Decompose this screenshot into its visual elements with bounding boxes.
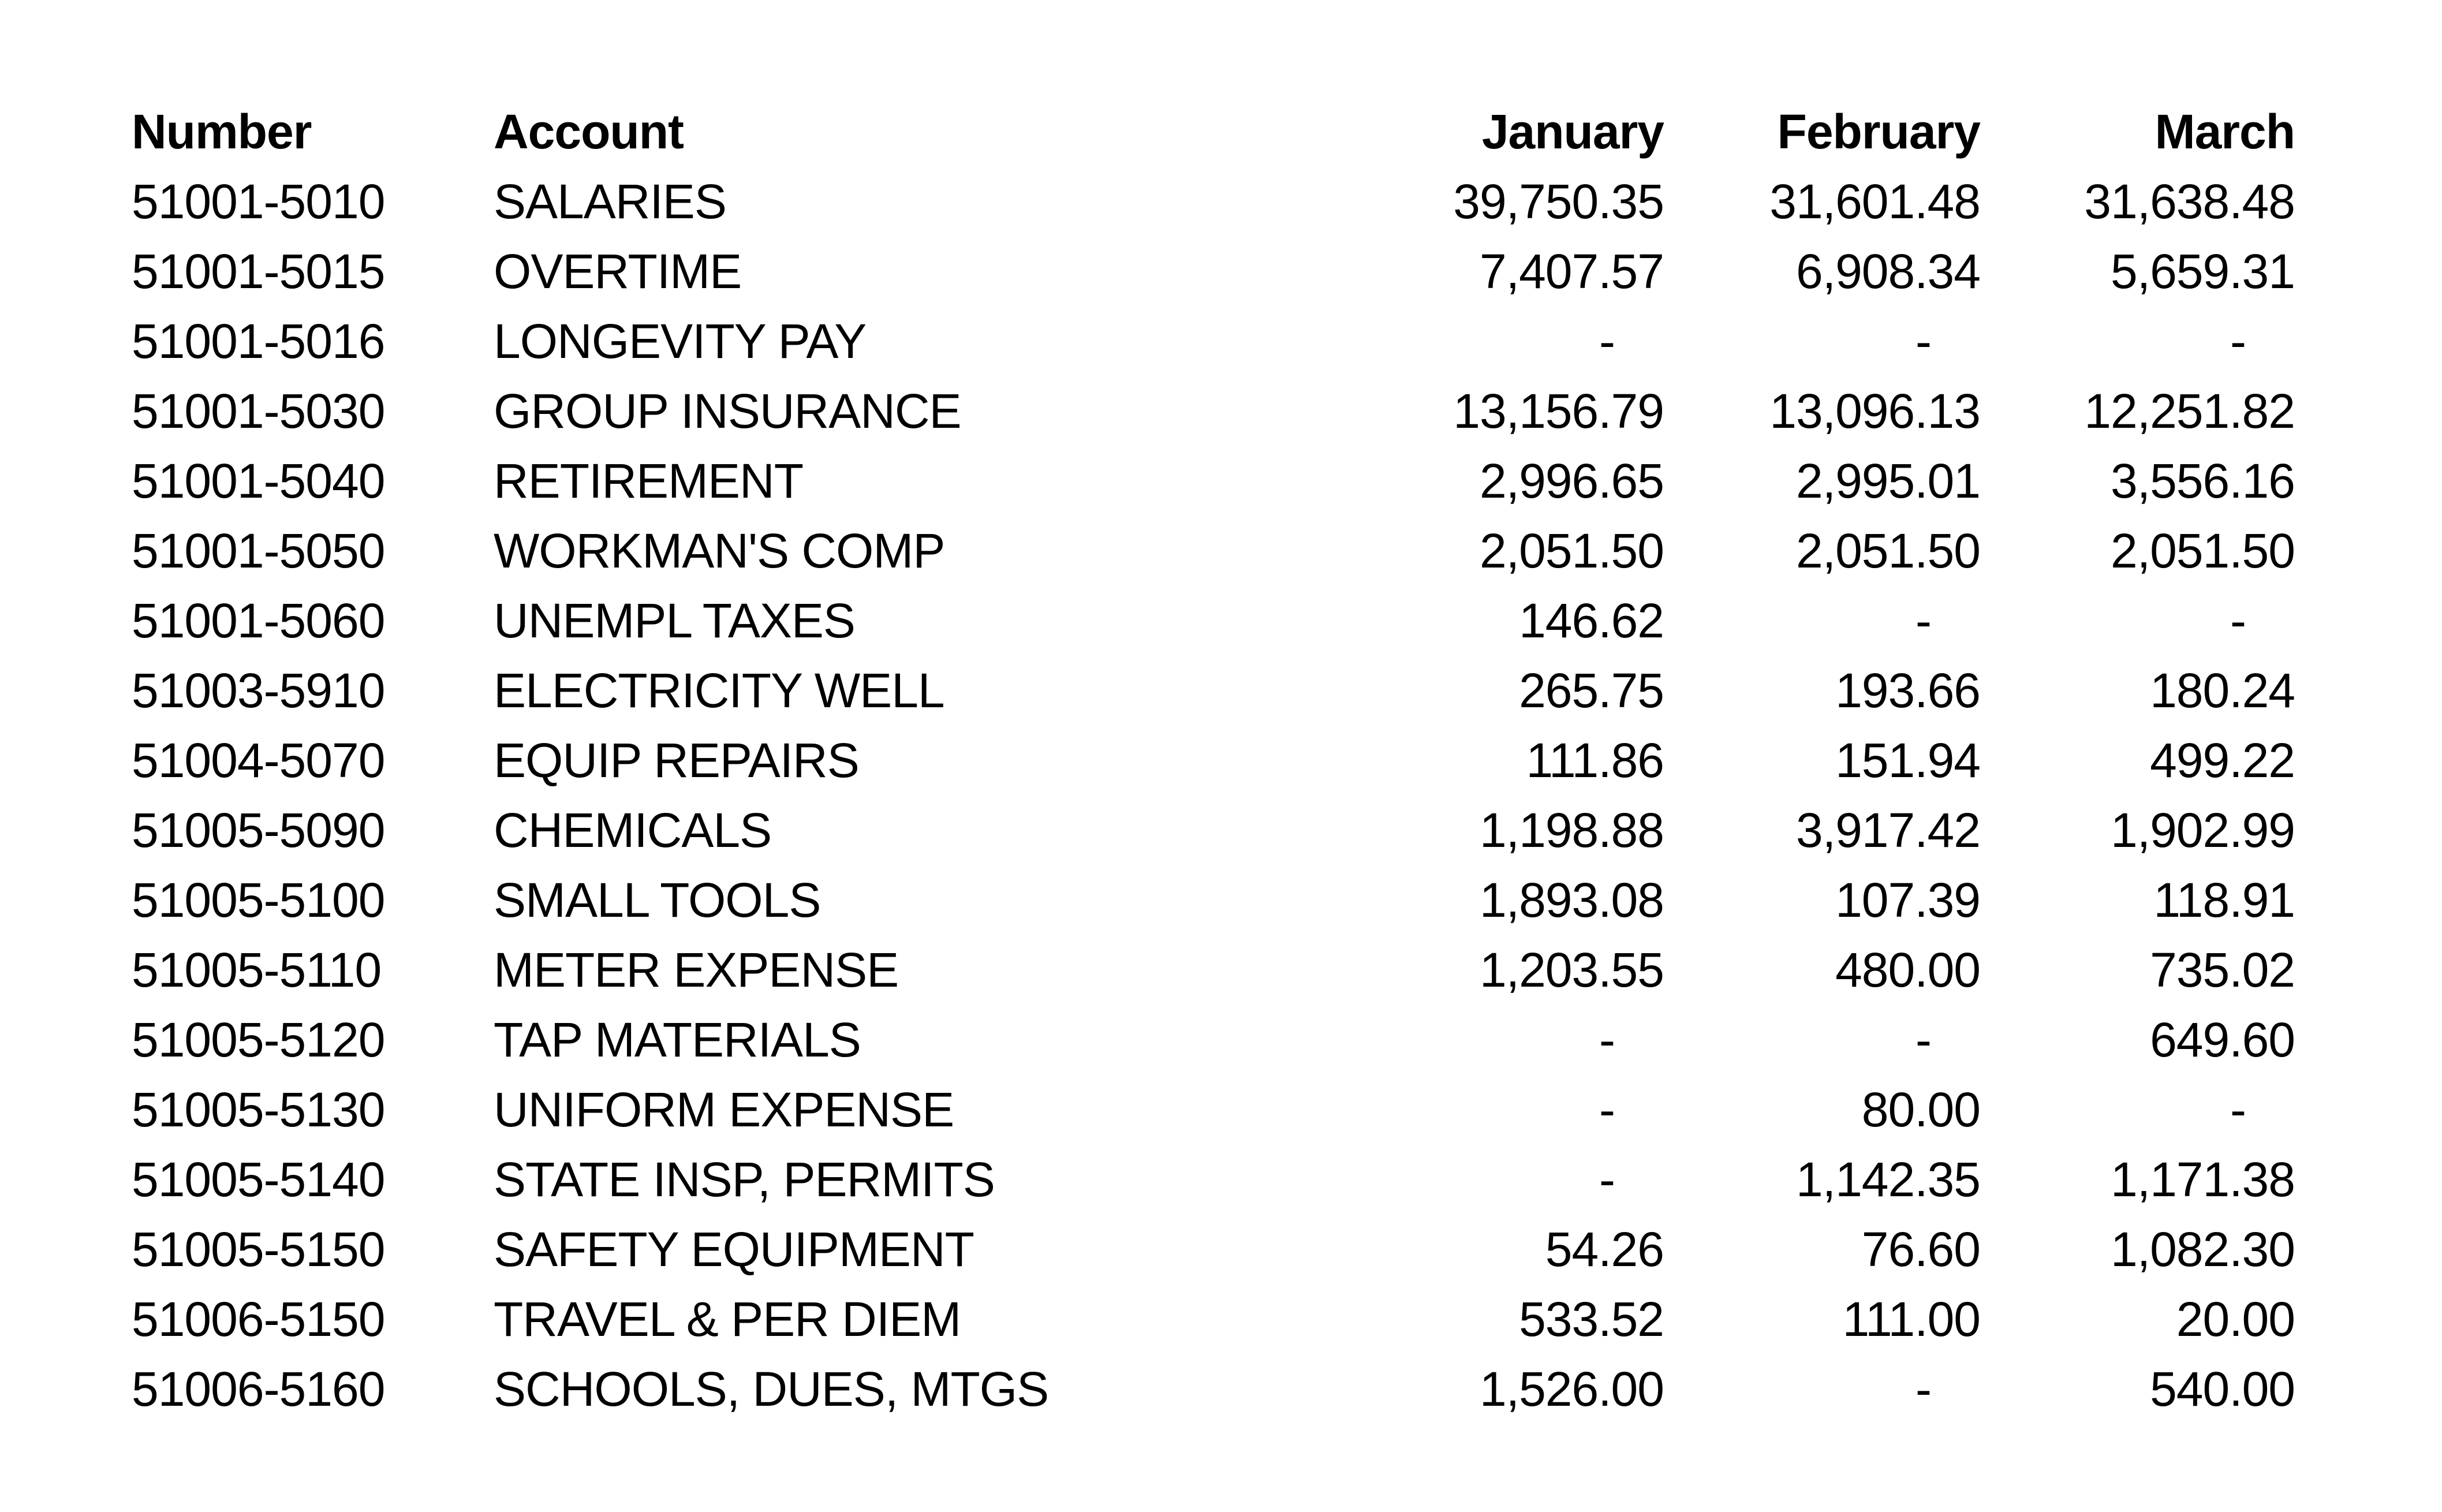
number-cell[interactable]: 51006-5160 <box>132 1362 385 1416</box>
february-cell[interactable]: 193.66 <box>1835 663 1981 718</box>
account-cell[interactable]: SCHOOLS, DUES, MTGS <box>494 1362 1049 1416</box>
march-cell[interactable]: 540.00 <box>2150 1362 2295 1416</box>
march-cell[interactable]: 12,251.82 <box>2084 384 2295 438</box>
march-cell[interactable]: - <box>2230 314 2246 368</box>
number-cell[interactable]: 51003-5910 <box>132 663 385 718</box>
january-cell[interactable]: 265.75 <box>1519 663 1664 718</box>
account-cell[interactable]: TAP MATERIALS <box>494 1013 861 1067</box>
number-cell[interactable]: 51001-5010 <box>132 174 385 229</box>
january-cell[interactable]: 1,893.08 <box>1480 873 1664 927</box>
february-cell[interactable]: 2,995.01 <box>1796 454 1981 508</box>
february-cell[interactable]: 1,142.35 <box>1796 1152 1981 1207</box>
march-cell[interactable]: 2,051.50 <box>2111 524 2295 578</box>
account-cell[interactable]: SMALL TOOLS <box>494 873 821 927</box>
february-cell[interactable]: 2,051.50 <box>1796 524 1981 578</box>
expense-table: Number Account January February March 51… <box>132 97 2295 1424</box>
march-cell[interactable]: 1,082.30 <box>2111 1222 2295 1276</box>
march-cell[interactable]: 649.60 <box>2150 1013 2295 1067</box>
account-cell[interactable]: SAFETY EQUIPMENT <box>494 1222 974 1276</box>
column-header-march[interactable]: March <box>2155 104 2295 159</box>
january-cell[interactable]: - <box>1599 1082 1615 1137</box>
february-cell[interactable]: 76.60 <box>1861 1222 1981 1276</box>
february-cell[interactable]: 31,601.48 <box>1769 174 1981 229</box>
january-cell[interactable]: 13,156.79 <box>1453 384 1664 438</box>
account-cell[interactable]: EQUIP REPAIRS <box>494 733 860 787</box>
number-cell[interactable]: 51005-5130 <box>132 1082 385 1137</box>
column-header-january[interactable]: January <box>1481 104 1664 159</box>
january-cell[interactable]: 2,996.65 <box>1480 454 1664 508</box>
account-cell[interactable]: LONGEVITY PAY <box>494 314 867 368</box>
number-cell[interactable]: 51001-5015 <box>132 244 385 298</box>
march-cell[interactable]: 118.91 <box>2153 873 2295 927</box>
january-cell[interactable]: - <box>1599 1152 1615 1207</box>
february-cell[interactable]: - <box>1915 1013 1932 1067</box>
march-cell[interactable]: 180.24 <box>2150 663 2295 718</box>
february-cell[interactable]: - <box>1915 314 1932 368</box>
account-cell[interactable]: SALARIES <box>494 174 727 229</box>
account-cell[interactable]: ELECTRICITY WELL <box>494 663 945 718</box>
january-cell[interactable]: 2,051.50 <box>1480 524 1664 578</box>
january-cell[interactable]: 7,407.57 <box>1480 244 1664 298</box>
march-cell[interactable]: 735.02 <box>2150 943 2295 997</box>
number-cell[interactable]: 51005-5150 <box>132 1222 385 1276</box>
number-cell[interactable]: 51006-5150 <box>132 1292 385 1346</box>
february-cell[interactable]: 80.00 <box>1861 1082 1981 1137</box>
january-cell[interactable]: 1,198.88 <box>1480 803 1664 857</box>
january-cell[interactable]: 39,750.35 <box>1453 174 1664 229</box>
february-cell[interactable]: 107.39 <box>1835 873 1981 927</box>
number-cell[interactable]: 51001-5040 <box>132 454 385 508</box>
march-cell[interactable]: 3,556.16 <box>2111 454 2295 508</box>
column-header-number[interactable]: Number <box>132 104 312 159</box>
column-header-account[interactable]: Account <box>494 104 684 159</box>
number-cell[interactable]: 51005-5100 <box>132 873 385 927</box>
number-cell[interactable]: 51005-5140 <box>132 1152 385 1207</box>
february-cell[interactable]: - <box>1915 593 1932 648</box>
account-cell[interactable]: GROUP INSURANCE <box>494 384 962 438</box>
february-cell[interactable]: 13,096.13 <box>1769 384 1981 438</box>
january-cell[interactable]: 146.62 <box>1519 593 1664 648</box>
february-cell[interactable]: 111.00 <box>1842 1292 1981 1346</box>
march-cell[interactable]: 1,902.99 <box>2111 803 2295 857</box>
account-cell[interactable]: UNIFORM EXPENSE <box>494 1082 954 1137</box>
account-cell[interactable]: STATE INSP, PERMITS <box>494 1152 995 1207</box>
january-cell[interactable]: 111.86 <box>1526 733 1664 787</box>
number-cell[interactable]: 51001-5016 <box>132 314 385 368</box>
column-header-february[interactable]: February <box>1777 104 1981 159</box>
number-cell[interactable]: 51001-5030 <box>132 384 385 438</box>
january-cell[interactable]: 1,526.00 <box>1480 1362 1664 1416</box>
march-cell[interactable]: - <box>2230 1082 2246 1137</box>
account-cell[interactable]: RETIREMENT <box>494 454 804 508</box>
number-cell[interactable]: 51005-5120 <box>132 1013 385 1067</box>
march-cell[interactable]: 1,171.38 <box>2111 1152 2295 1207</box>
account-cell[interactable]: WORKMAN'S COMP <box>494 524 945 578</box>
february-cell[interactable]: 3,917.42 <box>1796 803 1981 857</box>
account-cell[interactable]: METER EXPENSE <box>494 943 899 997</box>
january-cell[interactable]: 533.52 <box>1519 1292 1664 1346</box>
january-cell[interactable]: 54.26 <box>1545 1222 1664 1276</box>
march-cell[interactable]: 5,659.31 <box>2111 244 2295 298</box>
february-cell[interactable]: - <box>1915 1362 1932 1416</box>
number-cell[interactable]: 51004-5070 <box>132 733 385 787</box>
account-cell[interactable]: UNEMPL TAXES <box>494 593 856 648</box>
february-cell[interactable]: 151.94 <box>1835 733 1981 787</box>
number-cell[interactable]: 51005-5110 <box>132 943 382 997</box>
number-cell[interactable]: 51001-5050 <box>132 524 385 578</box>
number-cell[interactable]: 51001-5060 <box>132 593 385 648</box>
january-cell[interactable]: - <box>1599 314 1615 368</box>
march-cell[interactable]: - <box>2230 593 2246 648</box>
march-cell[interactable]: 499.22 <box>2150 733 2295 787</box>
january-cell[interactable]: - <box>1599 1013 1615 1067</box>
account-cell[interactable]: OVERTIME <box>494 244 742 298</box>
account-cell[interactable]: CHEMICALS <box>494 803 772 857</box>
february-cell[interactable]: 480.00 <box>1835 943 1981 997</box>
february-cell[interactable]: 6,908.34 <box>1796 244 1981 298</box>
march-cell[interactable]: 20.00 <box>2176 1292 2295 1346</box>
march-cell[interactable]: 31,638.48 <box>2084 174 2295 229</box>
number-cell[interactable]: 51005-5090 <box>132 803 385 857</box>
account-cell[interactable]: TRAVEL & PER DIEM <box>494 1292 961 1346</box>
january-cell[interactable]: 1,203.55 <box>1480 943 1664 997</box>
